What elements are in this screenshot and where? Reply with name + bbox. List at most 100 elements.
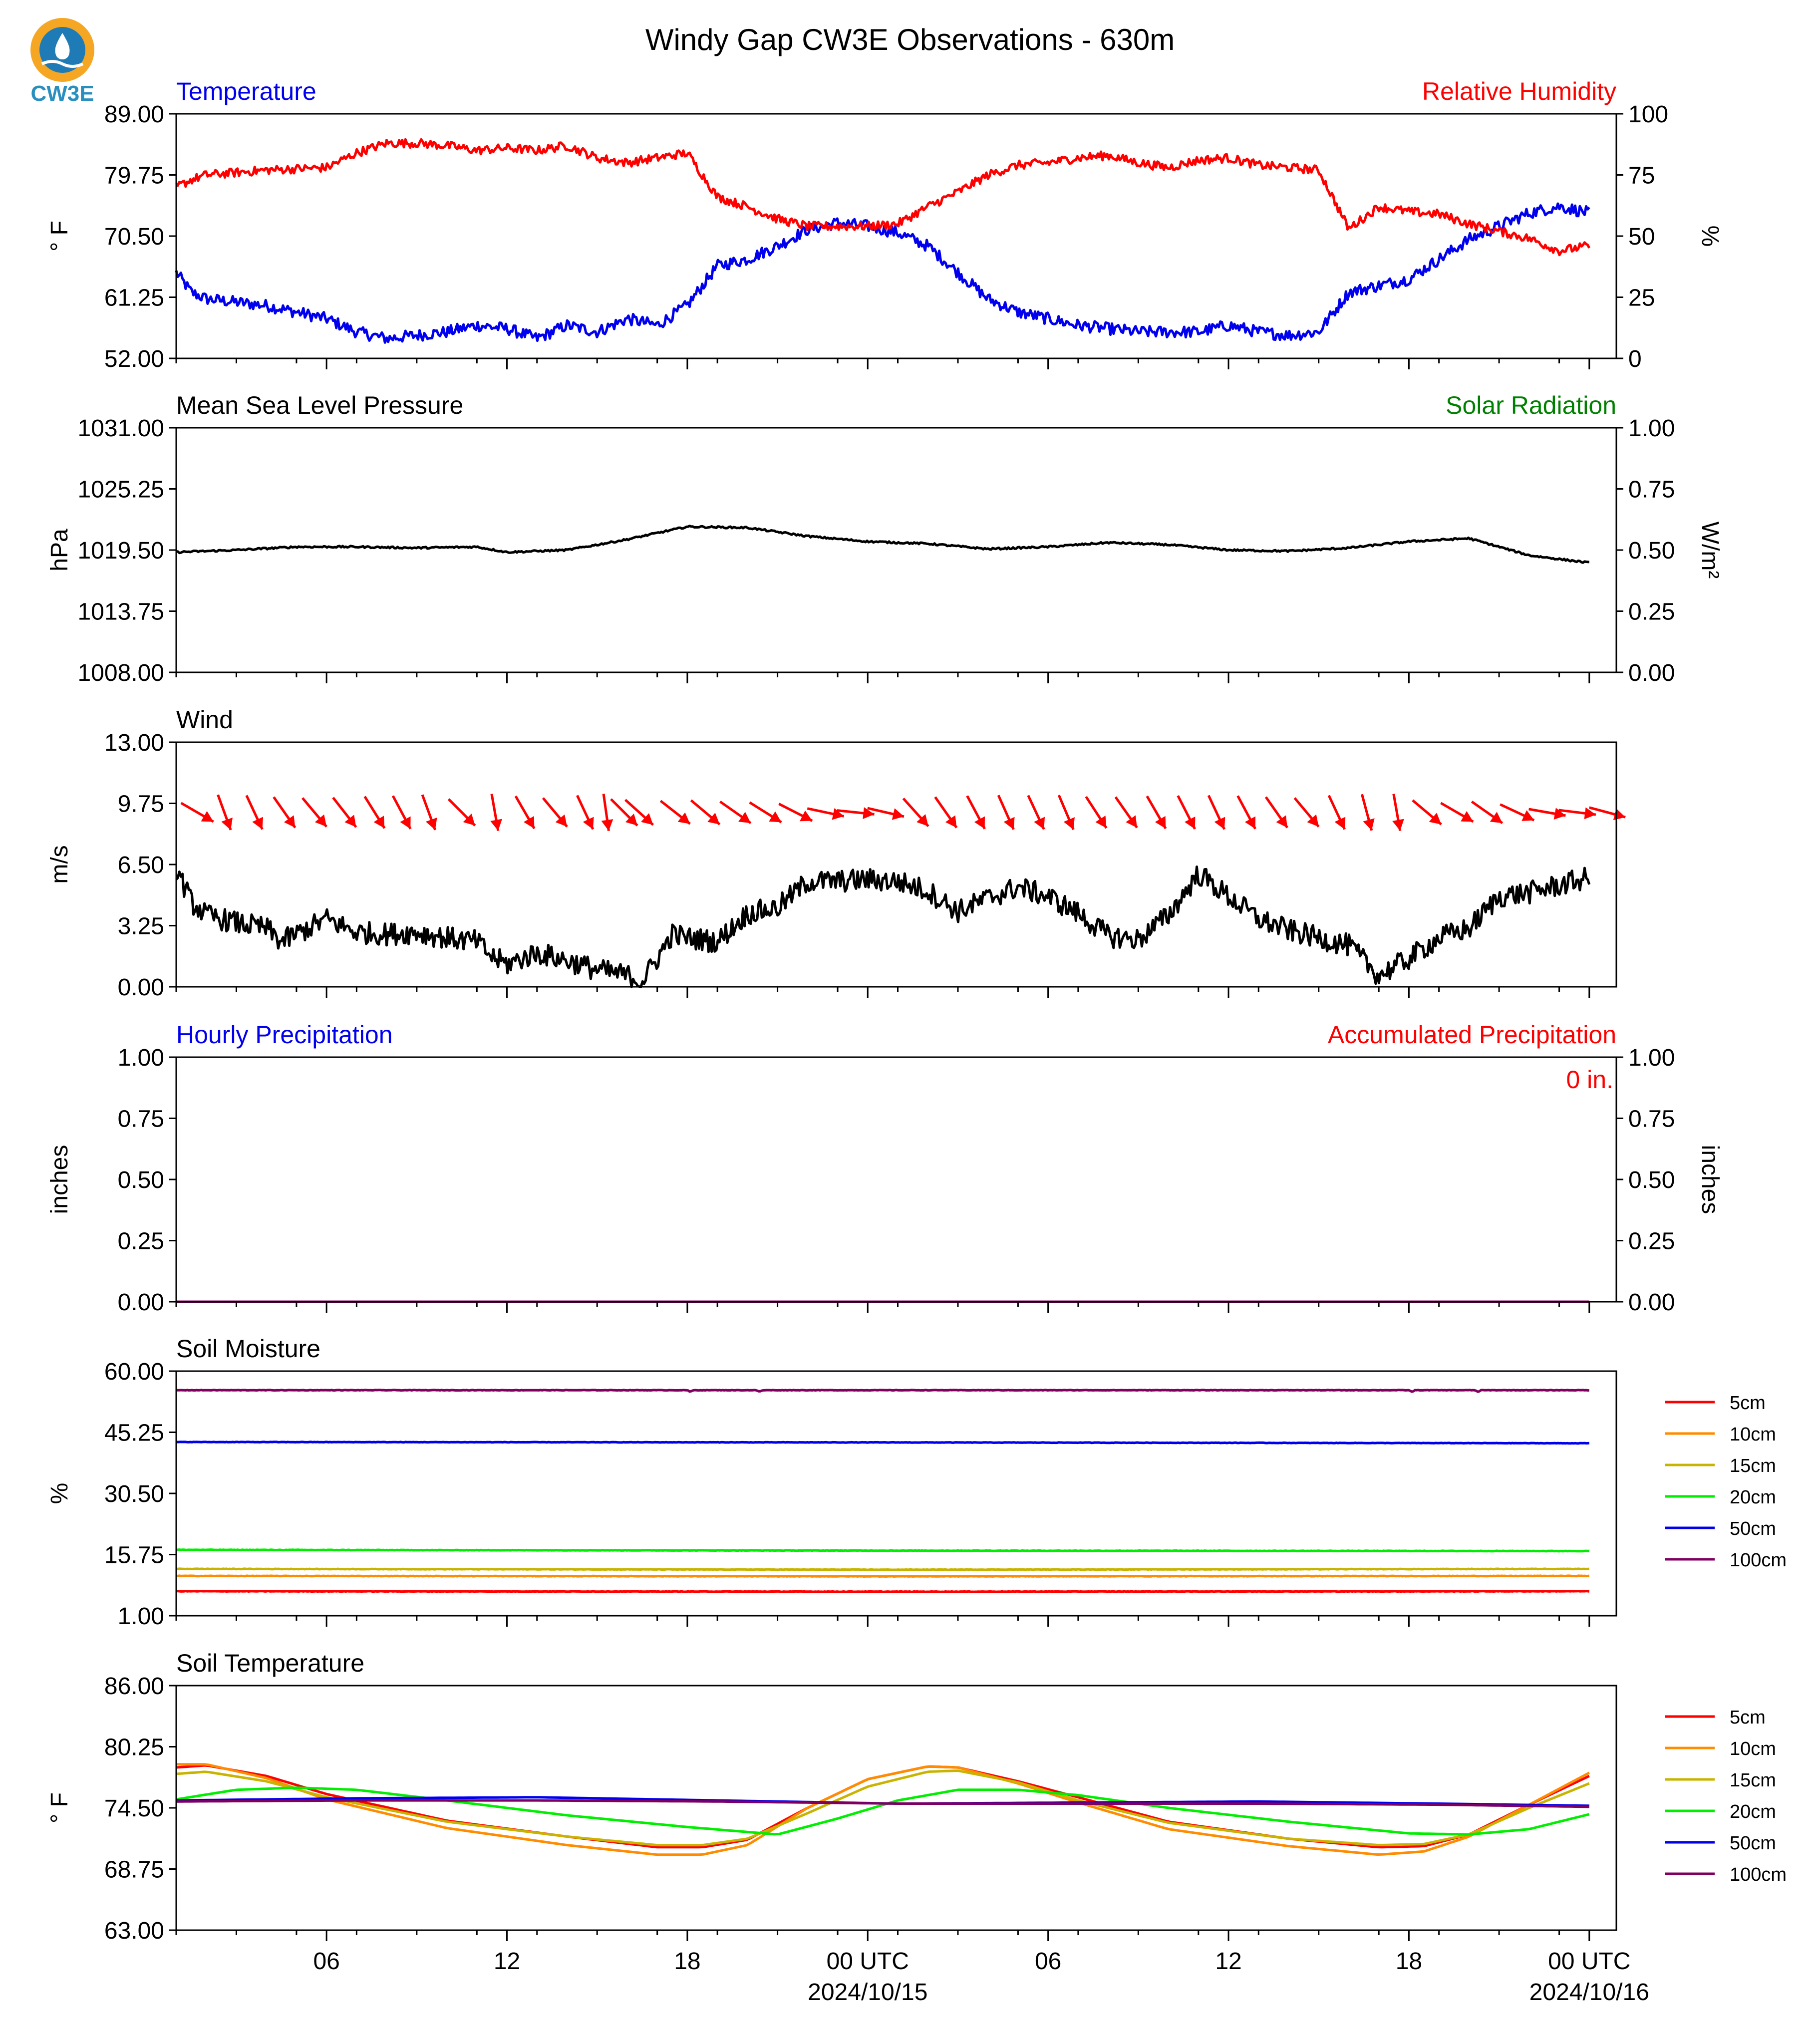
wind-arrow-head: [1244, 816, 1256, 829]
wind-arrow: [363, 796, 386, 829]
y-tick-label-left: 1.00: [118, 1045, 164, 1071]
y-tick-label-left: 89.00: [104, 101, 164, 128]
wind-arrow: [576, 795, 595, 830]
y-tick-label-right: 0.25: [1628, 1228, 1675, 1255]
wind-arrow: [624, 799, 654, 826]
y-tick-label-left: 6.50: [118, 852, 164, 878]
panel-title-left: Soil Moisture: [176, 1335, 320, 1363]
wind-arrow-head: [1276, 815, 1287, 828]
series-line-20cm: [176, 1786, 1590, 1836]
x-tick-label: 06: [313, 1948, 339, 1975]
y-tick-label-right: 100: [1628, 101, 1668, 128]
wind-arrow-head: [373, 816, 385, 829]
y-tick-label-left: 52.00: [104, 346, 164, 372]
wind-arrow-head: [916, 814, 928, 827]
logo-drop-icon: [55, 33, 70, 59]
wind-arrow: [778, 803, 813, 822]
legend-label: 5cm: [1730, 1393, 1766, 1414]
wind-arrow: [1085, 796, 1108, 829]
wind-arrow: [245, 795, 264, 830]
y-tick-label-left: 0.00: [118, 1289, 164, 1316]
y-tick-label-left: 1008.00: [77, 660, 164, 686]
panel-soil_moisture: 1.00 15.75 30.50 45.25 60.00 Soil Moisture% 5c…: [46, 1335, 1787, 1630]
wind-arrow: [749, 801, 782, 824]
series-line-20cm: [176, 1548, 1589, 1553]
wind-arrow: [966, 795, 986, 830]
series-line-15cm: [176, 1769, 1590, 1847]
y-axis-label-right: inches: [1697, 1145, 1723, 1214]
wind-arrow: [997, 795, 1015, 830]
wind-arrow: [217, 794, 233, 831]
wind-arrow: [934, 796, 958, 829]
series-line-temperature: [175, 202, 1590, 344]
legend-label: 20cm: [1730, 1801, 1776, 1822]
y-tick-label-right: 0.50: [1628, 538, 1675, 564]
x-tick-label: 18: [1396, 1948, 1422, 1975]
wind-arrow-head: [1490, 812, 1503, 824]
wind-arrow: [1412, 799, 1442, 826]
x-date-label: 2024/10/16: [1529, 1979, 1649, 2006]
series-line-5cm: [176, 1764, 1590, 1849]
x-tick-label: 00 UTC: [1548, 1948, 1630, 1975]
wind-arrow: [1146, 795, 1167, 830]
plot-frame: [175, 427, 1617, 673]
plot-frame: [175, 741, 1617, 988]
wind-arrow: [1236, 795, 1256, 830]
series-line-relative-humidity: [175, 138, 1591, 257]
y-tick-label-right: 0.25: [1628, 599, 1675, 625]
y-tick-label-left: 0.75: [118, 1106, 164, 1133]
wind-arrow: [421, 794, 437, 831]
wind-arrow-head: [583, 817, 594, 830]
legend-item-100cm: 100cm: [1665, 1550, 1787, 1571]
y-axis-label-left: m/s: [46, 845, 73, 883]
wind-arrow: [1057, 795, 1075, 830]
wind-arrow-head: [1126, 815, 1137, 828]
wind-arrow: [837, 807, 875, 820]
x-tick-label: 18: [674, 1948, 700, 1975]
y-tick-label-right: 0: [1628, 346, 1642, 372]
wind-arrow: [1327, 795, 1346, 830]
wind-arrow-head: [832, 808, 844, 820]
wind-arrow: [514, 795, 536, 830]
wind-arrow-head: [201, 811, 214, 822]
panel-soil_temperature: 63.00 68.75 74.50 80.25 86.00 Soil Temperatur…: [46, 1649, 1787, 1944]
legend-item-15cm: 15cm: [1665, 1770, 1776, 1791]
panel-precip: 0.00 0.25 0.50 0.75 1.00 0.00 0.25 0.50 0.75 1.00…: [46, 1021, 1723, 1316]
legend-label: 50cm: [1730, 1833, 1776, 1854]
wind-arrow: [1114, 796, 1138, 829]
wind-arrow-head: [863, 807, 875, 820]
accumulated-total-label: 0 in.: [1566, 1066, 1613, 1094]
series-line-100cm: [176, 1799, 1589, 1808]
y-tick-label-left: 68.75: [104, 1857, 164, 1883]
y-tick-label-left: 74.50: [104, 1795, 164, 1822]
y-tick-label-left: 13.00: [104, 730, 164, 756]
plot-frame: [175, 113, 1617, 359]
y-tick-label-left: 45.25: [104, 1420, 164, 1447]
y-tick-label-left: 63.00: [104, 1918, 164, 1944]
wind-arrow: [542, 797, 568, 828]
series-line-50cm: [176, 1441, 1589, 1445]
wind-arrow-head: [1334, 817, 1346, 830]
wind-arrow-head: [945, 815, 957, 828]
legend-label: 50cm: [1730, 1518, 1776, 1539]
legend-item-10cm: 10cm: [1665, 1424, 1776, 1445]
wind-arrow-head: [1461, 811, 1474, 822]
panel-title-right: Solar Radiation: [1446, 391, 1616, 419]
legend-label: 10cm: [1730, 1738, 1776, 1759]
wind-arrow: [1177, 795, 1196, 830]
y-tick-label-right: 0.75: [1628, 477, 1675, 503]
y-tick-label-left: 80.25: [104, 1735, 164, 1761]
y-axis-label-right: %: [1697, 226, 1723, 247]
legend-item-5cm: 5cm: [1665, 1707, 1766, 1728]
wind-arrow-head: [1095, 815, 1107, 828]
wind-arrow-head: [400, 816, 411, 829]
series-line-10cm: [176, 1763, 1590, 1856]
wind-arrow-head: [524, 816, 535, 829]
wind-arrow: [1392, 794, 1404, 831]
y-axis-label-right: W/m²: [1697, 522, 1723, 579]
y-tick-label-right: 0.00: [1628, 1289, 1675, 1316]
wind-arrow: [1293, 797, 1320, 828]
wind-arrow: [902, 797, 929, 828]
y-tick-label-left: 1013.75: [77, 599, 164, 625]
y-tick-label-right: 0.00: [1628, 660, 1675, 686]
